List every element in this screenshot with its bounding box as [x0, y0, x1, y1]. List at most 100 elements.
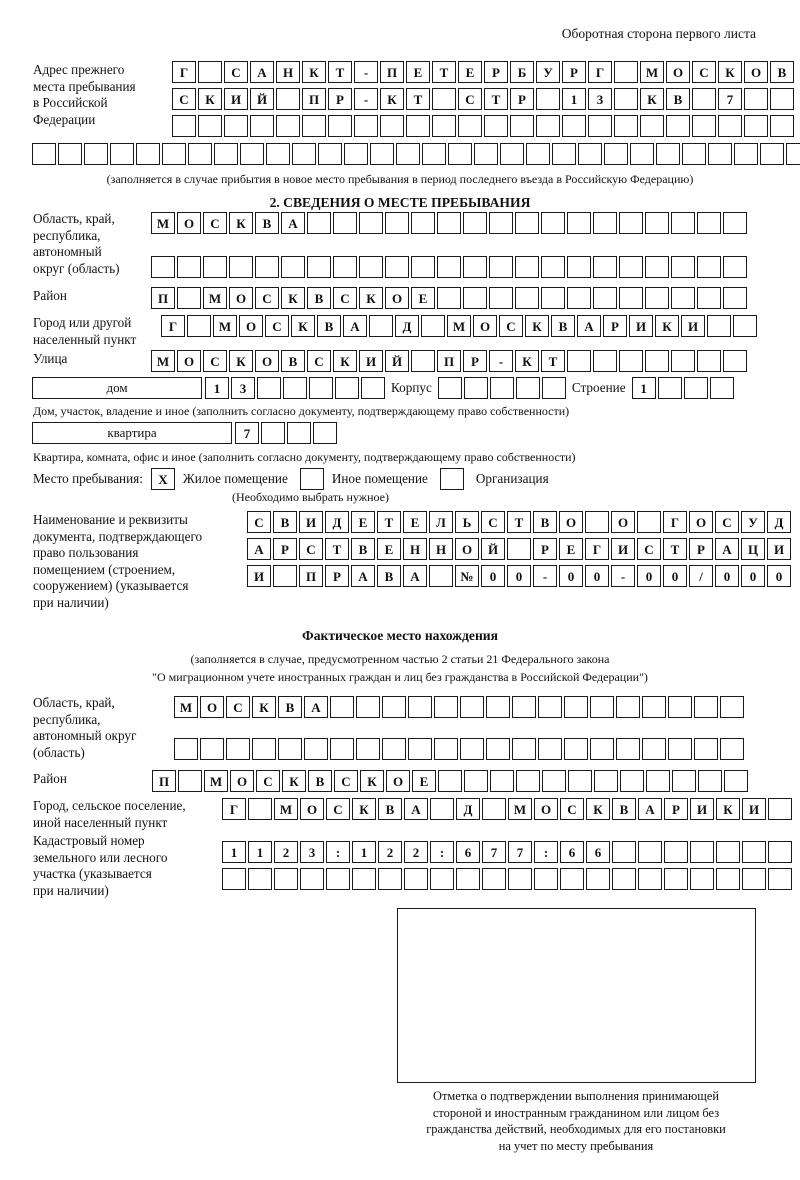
form-cell[interactable]	[287, 422, 311, 444]
form-cell[interactable]	[328, 115, 352, 137]
form-cell[interactable]: А	[715, 538, 739, 560]
form-cell[interactable]: В	[533, 511, 557, 533]
form-cell[interactable]: Г	[588, 61, 612, 83]
form-cell[interactable]	[604, 143, 628, 165]
form-cell[interactable]: С	[265, 315, 289, 337]
form-cell[interactable]: С	[499, 315, 523, 337]
form-cell[interactable]: О	[200, 696, 224, 718]
form-cell[interactable]	[261, 422, 285, 444]
form-cell[interactable]: К	[281, 287, 305, 309]
form-cell[interactable]: Е	[411, 287, 435, 309]
form-cell[interactable]: П	[152, 770, 176, 792]
form-cell[interactable]	[408, 738, 432, 760]
form-cell[interactable]	[333, 256, 357, 278]
form-cell[interactable]	[500, 143, 524, 165]
form-cell[interactable]	[411, 350, 435, 372]
form-cell[interactable]: Т	[377, 511, 401, 533]
form-cell[interactable]	[84, 143, 108, 165]
form-cell[interactable]	[326, 868, 350, 890]
form-cell[interactable]	[406, 115, 430, 137]
form-cell[interactable]	[489, 377, 514, 399]
form-cell[interactable]: О	[230, 770, 254, 792]
form-cell[interactable]	[512, 696, 536, 718]
form-cell[interactable]: М	[204, 770, 228, 792]
form-cell[interactable]	[489, 212, 513, 234]
form-cell[interactable]: А	[351, 565, 375, 587]
form-cell[interactable]	[645, 212, 669, 234]
form-cell[interactable]: И	[299, 511, 323, 533]
form-cell[interactable]: К	[718, 61, 742, 83]
form-cell[interactable]: О	[239, 315, 263, 337]
form-cell[interactable]: Р	[562, 61, 586, 83]
form-cell[interactable]	[274, 868, 298, 890]
form-cell[interactable]: С	[307, 350, 331, 372]
form-cell[interactable]	[683, 377, 708, 399]
form-cell[interactable]	[224, 115, 248, 137]
form-cell[interactable]	[698, 770, 722, 792]
form-cell[interactable]	[541, 377, 566, 399]
form-cell[interactable]: В	[307, 287, 331, 309]
form-cell[interactable]	[614, 61, 638, 83]
form-cell[interactable]: И	[359, 350, 383, 372]
form-cell[interactable]	[32, 143, 56, 165]
form-cell[interactable]: Р	[533, 538, 557, 560]
form-cell[interactable]: 0	[767, 565, 791, 587]
form-cell[interactable]	[248, 798, 272, 820]
form-cell[interactable]	[385, 212, 409, 234]
form-cell[interactable]	[512, 738, 536, 760]
form-cell[interactable]: Д	[325, 511, 349, 533]
form-cell[interactable]: В	[308, 770, 332, 792]
form-cell[interactable]	[645, 350, 669, 372]
form-cell[interactable]: В	[255, 212, 279, 234]
form-cell[interactable]	[718, 115, 742, 137]
form-cell[interactable]: Е	[559, 538, 583, 560]
form-cell[interactable]: 3	[231, 377, 255, 399]
form-cell[interactable]	[203, 256, 227, 278]
form-cell[interactable]	[645, 256, 669, 278]
form-cell[interactable]: Т	[663, 538, 687, 560]
form-cell[interactable]: №	[455, 565, 479, 587]
form-cell[interactable]: Р	[484, 61, 508, 83]
form-cell[interactable]	[214, 143, 238, 165]
form-cell[interactable]: 0	[663, 565, 687, 587]
form-cell[interactable]: В	[351, 538, 375, 560]
form-cell[interactable]	[463, 287, 487, 309]
form-cell[interactable]: Т	[432, 61, 456, 83]
form-cell[interactable]	[382, 696, 406, 718]
form-cell[interactable]: С	[224, 61, 248, 83]
form-cell[interactable]	[434, 696, 458, 718]
form-cell[interactable]: С	[326, 798, 350, 820]
checkbox-inoe[interactable]	[299, 468, 324, 490]
form-cell[interactable]	[178, 770, 202, 792]
form-cell[interactable]	[354, 115, 378, 137]
form-cell[interactable]	[380, 115, 404, 137]
form-cell[interactable]: О	[229, 287, 253, 309]
form-cell[interactable]: Т	[325, 538, 349, 560]
form-cell[interactable]	[709, 377, 734, 399]
form-cell[interactable]: Н	[429, 538, 453, 560]
form-cell[interactable]	[692, 88, 716, 110]
form-cell[interactable]	[590, 738, 614, 760]
form-cell[interactable]: И	[681, 315, 705, 337]
form-cell[interactable]	[278, 738, 302, 760]
form-cell[interactable]: О	[300, 798, 324, 820]
form-cell[interactable]: 6	[586, 841, 610, 863]
form-cell[interactable]	[538, 696, 562, 718]
form-cell[interactable]: У	[741, 511, 765, 533]
form-cell[interactable]	[110, 143, 134, 165]
form-cell[interactable]	[361, 377, 385, 399]
form-cell[interactable]	[162, 143, 186, 165]
form-cell[interactable]	[344, 143, 368, 165]
form-cell[interactable]	[304, 738, 328, 760]
form-cell[interactable]	[463, 377, 488, 399]
form-cell[interactable]: К	[229, 212, 253, 234]
form-cell[interactable]	[198, 61, 222, 83]
form-cell[interactable]: Г	[172, 61, 196, 83]
form-cell[interactable]: К	[282, 770, 306, 792]
form-cell[interactable]: К	[252, 696, 276, 718]
form-cell[interactable]	[151, 256, 175, 278]
form-cell[interactable]: 1	[631, 377, 656, 399]
form-cell[interactable]	[682, 143, 706, 165]
form-cell[interactable]: М	[151, 350, 175, 372]
form-cell[interactable]	[489, 287, 513, 309]
